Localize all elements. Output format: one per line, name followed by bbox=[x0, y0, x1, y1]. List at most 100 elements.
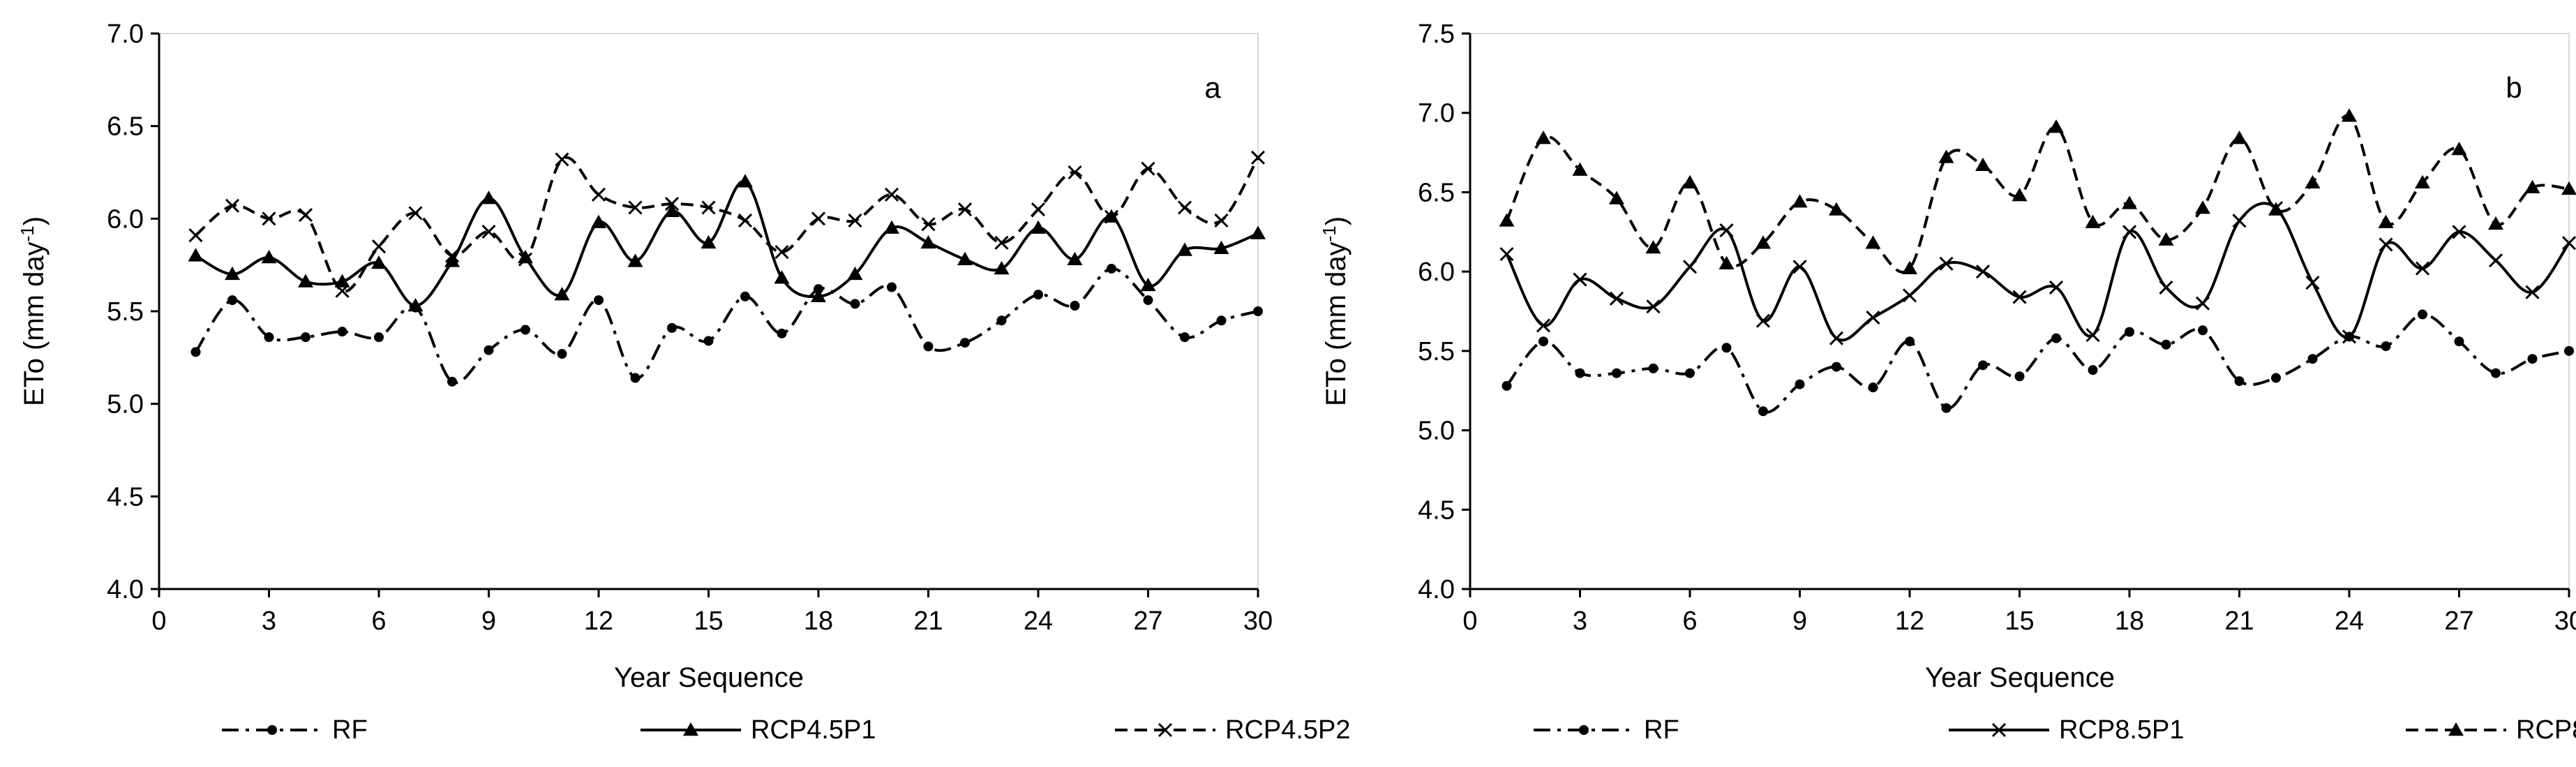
legend-label-rcp4-5p2: RCP4.5P2 bbox=[1225, 715, 1351, 745]
x-tick-labels-b: 0 3 6 9 12 15 18 21 24 27 30 bbox=[1462, 589, 2576, 636]
data-point-rcp4-5p1 bbox=[1140, 277, 1156, 292]
y-axis-title-close-a: ) bbox=[19, 216, 50, 225]
data-point-rcp8-5p2 bbox=[2524, 179, 2540, 193]
legend-a: RF RCP4.5P1 RCP4.5P2 bbox=[222, 715, 1351, 745]
legend-label-rf: RF bbox=[332, 715, 368, 745]
data-point-rcp4-5p2 bbox=[225, 198, 240, 213]
legend-marker-rcp8-5p2 bbox=[2448, 722, 2464, 736]
data-point-rcp4-5p1 bbox=[664, 203, 680, 217]
data-point-rcp4-5p2 bbox=[994, 235, 1009, 250]
data-point-rcp8-5p1 bbox=[1719, 223, 1734, 238]
data-point-rf bbox=[630, 373, 641, 383]
data-point-rcp8-5p1 bbox=[1902, 288, 1917, 303]
data-point-rcp8-5p2 bbox=[2451, 142, 2467, 156]
legend-item-rcp8-5p1: RCP8.5P1 bbox=[1949, 715, 2185, 745]
data-point-rcp8-5p1 bbox=[1866, 311, 1880, 325]
x-tick-label: 27 bbox=[2444, 606, 2473, 636]
data-point-rf bbox=[1941, 403, 1952, 413]
data-point-rf bbox=[227, 295, 237, 306]
x-tick-label: 9 bbox=[1792, 606, 1807, 636]
data-point-rcp4-5p1 bbox=[920, 234, 936, 249]
data-point-rcp8-5p1 bbox=[2232, 214, 2247, 228]
x-tick-label: 3 bbox=[1573, 606, 1587, 636]
data-point-rf bbox=[2051, 333, 2061, 343]
data-point-rcp4-5p2 bbox=[1177, 200, 1192, 215]
legend-marker-rcp4-5p2 bbox=[1158, 722, 1173, 738]
x-tick-label: 18 bbox=[2115, 606, 2144, 636]
data-point-rf bbox=[2088, 365, 2098, 375]
data-point-rf bbox=[850, 299, 860, 309]
data-point-rcp4-5p1 bbox=[884, 220, 899, 234]
data-point-rcp8-5p2 bbox=[2378, 214, 2394, 228]
data-point-rcp8-5p2 bbox=[1755, 235, 1771, 249]
data-point-rf bbox=[2014, 371, 2025, 382]
data-point-rcp4-5p2 bbox=[921, 217, 936, 232]
y-axis-title-a: ETo (mm day-1) bbox=[17, 216, 50, 406]
x-tick-label: 9 bbox=[481, 606, 496, 636]
y-tick-label: 4.0 bbox=[107, 575, 144, 604]
data-point-rcp4-5p1 bbox=[591, 214, 606, 228]
data-point-rcp8-5p2 bbox=[1938, 149, 1954, 163]
data-point-rcp4-5p2 bbox=[1031, 202, 1046, 217]
data-point-rcp4-5p1 bbox=[518, 250, 533, 264]
legend-b: RF RCP8.5P1 RCP8.5P2 bbox=[1534, 715, 2576, 745]
y-tick-label: 5.5 bbox=[107, 297, 144, 327]
series-line-rcp8-5p2 bbox=[1505, 114, 2570, 274]
data-point-rf bbox=[1033, 290, 1043, 300]
data-point-rcp4-5p2 bbox=[737, 213, 753, 228]
data-point-rcp4-5p1 bbox=[957, 251, 973, 265]
data-point-rcp8-5p1 bbox=[2415, 261, 2430, 276]
data-point-rcp4-5p1 bbox=[554, 287, 570, 301]
y-tick-label: 6.0 bbox=[107, 204, 144, 234]
data-point-rcp4-5p1 bbox=[701, 234, 717, 249]
data-point-rcp8-5p1 bbox=[1573, 272, 1587, 287]
data-point-rcp4-5p1 bbox=[847, 266, 863, 281]
series-line-rcp8-5p1 bbox=[1505, 202, 2570, 342]
data-point-rcp4-5p1 bbox=[811, 288, 826, 303]
data-point-rf bbox=[2381, 341, 2391, 352]
x-tick-label: 27 bbox=[1133, 606, 1162, 636]
data-point-rcp8-5p1 bbox=[1609, 291, 1624, 306]
data-point-rf bbox=[1253, 306, 1263, 316]
data-point-rf bbox=[996, 315, 1007, 326]
legend-item-rcp8-5p2: RCP8.5P2 bbox=[2406, 715, 2576, 745]
data-point-rcp4-5p1 bbox=[1177, 242, 1192, 256]
series-markers-rcp8-5p2 bbox=[1499, 108, 2576, 274]
data-point-rcp4-5p1 bbox=[1213, 240, 1229, 255]
data-point-rcp4-5p2 bbox=[701, 200, 716, 215]
legend-item-rf: RF bbox=[1534, 715, 1679, 745]
data-point-rf bbox=[1832, 362, 1841, 372]
legend-marker-rf bbox=[1579, 725, 1589, 735]
data-point-rcp4-5p2 bbox=[848, 213, 862, 228]
series-line-rcp4-5p1 bbox=[195, 180, 1259, 308]
data-point-rf bbox=[1107, 263, 1116, 274]
series-markers-rcp8-5p1 bbox=[1499, 201, 2576, 345]
plot-area-frame-a bbox=[158, 33, 1259, 590]
x-tick-label: 30 bbox=[1243, 606, 1273, 636]
data-point-rcp4-5p1 bbox=[298, 274, 313, 288]
data-point-rf bbox=[337, 327, 347, 337]
data-point-rf bbox=[2491, 368, 2501, 378]
data-point-rcp4-5p1 bbox=[627, 253, 643, 267]
data-point-rf bbox=[2161, 339, 2171, 350]
data-point-rf bbox=[2307, 354, 2318, 364]
data-point-rf bbox=[1905, 336, 1915, 347]
data-point-rcp8-5p1 bbox=[2452, 225, 2466, 239]
data-point-rcp4-5p1 bbox=[774, 270, 790, 284]
x-tick-label: 0 bbox=[151, 606, 166, 636]
data-point-rcp8-5p1 bbox=[1646, 299, 1661, 314]
x-tick-label: 18 bbox=[804, 606, 833, 636]
data-point-rf bbox=[667, 322, 677, 333]
data-point-rcp4-5p2 bbox=[1250, 150, 1266, 165]
series-group-b bbox=[1499, 108, 2576, 417]
y-axis-title-close-b: ) bbox=[1321, 216, 1351, 225]
data-point-rcp4-5p2 bbox=[664, 197, 680, 211]
data-point-rcp4-5p2 bbox=[957, 202, 973, 217]
y-tick-label: 4.5 bbox=[1418, 496, 1455, 525]
data-point-rf bbox=[777, 328, 787, 338]
legend-label-rf: RF bbox=[1644, 715, 1679, 745]
data-point-rf bbox=[521, 325, 530, 335]
data-point-rf bbox=[264, 332, 274, 343]
y-tick-label: 5.5 bbox=[1418, 337, 1455, 366]
y-tick-label: 6.0 bbox=[1418, 258, 1455, 287]
